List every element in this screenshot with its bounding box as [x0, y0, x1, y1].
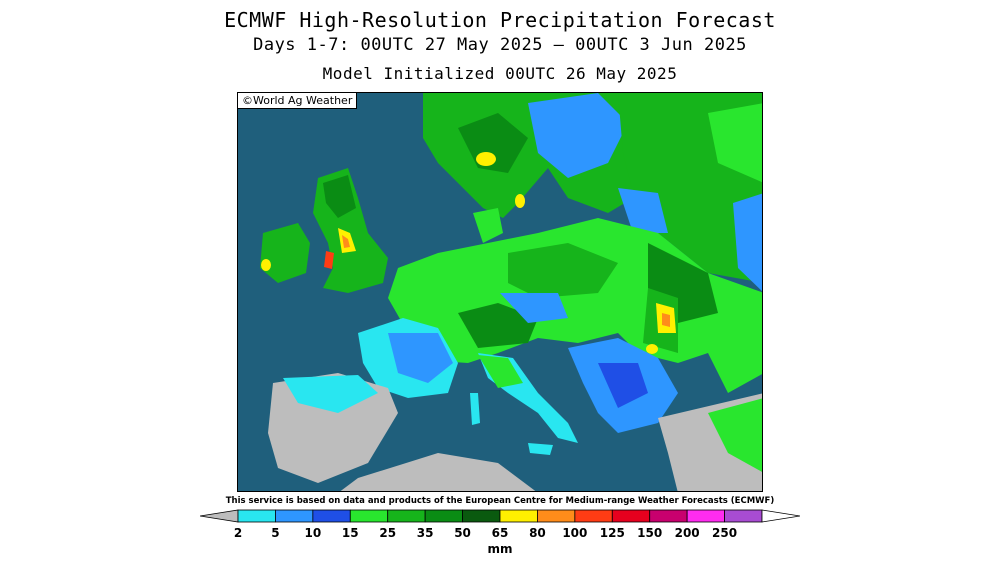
legend-bin: [686, 509, 725, 523]
legend-bin: [237, 509, 276, 523]
legend-tick-label: 150: [637, 526, 663, 540]
precip-anatolia-green: [708, 398, 762, 472]
land-sicily: [528, 443, 553, 455]
precip-north-italy: [478, 355, 523, 388]
legend-bin: [275, 509, 314, 523]
legend-tick-label: 80: [529, 526, 546, 540]
precip-england-orange: [342, 235, 350, 248]
precip-scotland: [323, 175, 356, 218]
legend-tick-label: 5: [271, 526, 280, 540]
map-title: ECMWF High-Resolution Precipitation Fore…: [224, 8, 776, 32]
legend-bin: [537, 509, 576, 523]
precipitation-legend: 2 5 10 15 25 35 50 65 80 100 125 150 200 250 mm: [199, 508, 801, 562]
precip-ireland-yellow: [261, 259, 271, 271]
precip-wales-red: [324, 251, 334, 269]
legend-bin: [387, 509, 426, 523]
legend-bin: [724, 509, 763, 523]
precip-baltic-blue: [618, 188, 668, 233]
land-denmark: [473, 208, 503, 243]
legend-bin: [649, 509, 688, 523]
precipitation-map: ©World Ag Weather: [237, 92, 763, 492]
legend-tick-label: 50: [454, 526, 471, 540]
legend-bin: [424, 509, 463, 523]
precip-norway-yellow: [476, 152, 496, 166]
precip-france-blue: [388, 333, 453, 383]
legend-tick-label: 100: [562, 526, 588, 540]
land-ireland: [260, 223, 310, 283]
precip-iberia-north: [283, 375, 378, 413]
ecmwf-disclaimer: This service is based on data and produc…: [225, 496, 775, 506]
precip-romania-yellow-south: [646, 344, 658, 354]
legend-bin: [349, 509, 389, 523]
legend-arrow-right: [761, 509, 801, 523]
precip-sweden-blue: [528, 93, 628, 178]
legend-bin: [499, 509, 538, 523]
legend-unit: mm: [487, 542, 513, 556]
precip-sweden-yellow: [515, 194, 525, 208]
legend-bin: [611, 509, 651, 523]
precip-alps-dark: [458, 303, 538, 348]
precip-east-green: [708, 103, 762, 183]
legend-bin: [462, 509, 501, 523]
land-north-africa: [340, 453, 536, 491]
precip-romania-orange: [662, 313, 670, 327]
land-corsica-sardinia: [470, 393, 480, 425]
precip-balkans-dark-blue: [598, 363, 648, 408]
legend-colorbar: [199, 509, 801, 523]
precip-east-blue: [733, 193, 762, 292]
legend-arrow-left: [199, 509, 239, 523]
forecast-period: Days 1-7: 00UTC 27 May 2025 – 00UTC 3 Ju…: [253, 35, 747, 55]
precip-germany-poland: [508, 243, 618, 298]
legend-tick-label: 200: [674, 526, 700, 540]
legend-tick-label: 25: [379, 526, 397, 540]
legend-tick-label: 10: [304, 526, 322, 540]
model-init-time: Model Initialized 00UTC 26 May 2025: [322, 64, 678, 83]
legend-tick-label: 2: [233, 526, 243, 540]
map-canvas: [238, 93, 762, 491]
copyright-label: ©World Ag Weather: [238, 93, 358, 109]
precip-norway-green: [458, 113, 528, 173]
precip-czech-blue: [500, 293, 568, 323]
legend-tick-label: 35: [416, 526, 434, 540]
legend-ticks: 2 5 10 15 25 35 50 65 80 100 125 150 200 250: [200, 526, 800, 542]
legend-bin: [312, 509, 351, 523]
legend-tick-label: 65: [491, 526, 509, 540]
legend-tick-label: 125: [599, 526, 625, 540]
legend-tick-label: 15: [341, 526, 359, 540]
legend-tick-label: 250: [712, 526, 738, 540]
legend-bin: [574, 509, 613, 523]
